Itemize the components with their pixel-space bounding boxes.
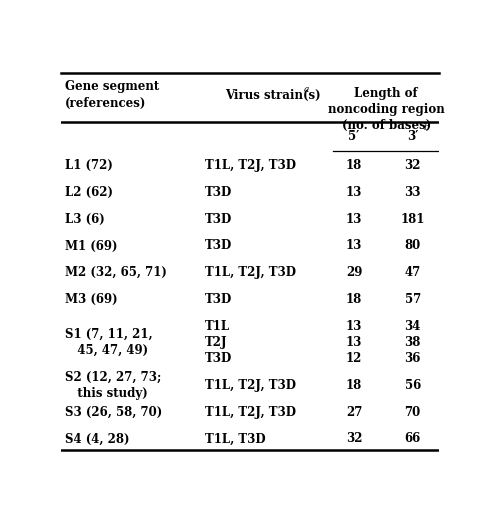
Text: b: b [424,123,430,132]
Text: 47: 47 [405,266,421,279]
Text: T1L, T3D: T1L, T3D [205,432,265,446]
Text: S2 (12, 27, 73;
   this study): S2 (12, 27, 73; this study) [65,371,161,400]
Text: T3D: T3D [205,213,232,226]
Text: 3′: 3′ [407,130,418,143]
Text: 36: 36 [405,352,421,365]
Text: 27: 27 [346,406,362,419]
Text: T3D: T3D [205,186,232,199]
Text: S1 (7, 11, 21,
   45, 47, 49): S1 (7, 11, 21, 45, 47, 49) [65,328,152,357]
Text: T1L: T1L [205,320,230,333]
Text: M2 (32, 65, 71): M2 (32, 65, 71) [65,266,167,279]
Text: Length of
noncoding region
(no. of bases): Length of noncoding region (no. of bases… [328,87,445,133]
Text: 13: 13 [346,239,362,252]
Text: 13: 13 [346,186,362,199]
Text: a: a [304,85,309,94]
Text: Virus strain(s): Virus strain(s) [225,89,321,102]
Text: 181: 181 [401,213,425,226]
Text: 38: 38 [405,336,421,349]
Text: 33: 33 [405,186,421,199]
Text: T3D: T3D [205,352,232,365]
Text: T1L, T2J, T3D: T1L, T2J, T3D [205,406,296,419]
Text: T1L, T2J, T3D: T1L, T2J, T3D [205,266,296,279]
Text: 13: 13 [346,336,362,349]
Text: L2 (62): L2 (62) [65,186,113,199]
Text: 32: 32 [346,432,363,446]
Text: T2J: T2J [205,336,227,349]
Text: S4 (4, 28): S4 (4, 28) [65,432,129,446]
Text: 57: 57 [405,293,421,306]
Text: 32: 32 [405,159,421,172]
Text: L1 (72): L1 (72) [65,159,113,172]
Text: 18: 18 [346,293,362,306]
Text: 13: 13 [346,320,362,333]
Text: T1L, T2J, T3D: T1L, T2J, T3D [205,159,296,172]
Text: 18: 18 [346,159,362,172]
Text: M3 (69): M3 (69) [65,293,118,306]
Text: M1 (69): M1 (69) [65,239,117,252]
Text: Gene segment
(references): Gene segment (references) [65,80,159,110]
Text: T3D: T3D [205,293,232,306]
Text: 5′: 5′ [348,130,360,143]
Text: T3D: T3D [205,239,232,252]
Text: 70: 70 [405,406,421,419]
Text: 29: 29 [346,266,362,279]
Text: 13: 13 [346,213,362,226]
Text: T1L, T2J, T3D: T1L, T2J, T3D [205,379,296,392]
Text: 18: 18 [346,379,362,392]
Text: 56: 56 [405,379,421,392]
Text: 80: 80 [405,239,421,252]
Text: 34: 34 [405,320,421,333]
Text: 66: 66 [405,432,421,446]
Text: L3 (6): L3 (6) [65,213,104,226]
Text: 12: 12 [346,352,362,365]
Text: S3 (26, 58, 70): S3 (26, 58, 70) [65,406,162,419]
